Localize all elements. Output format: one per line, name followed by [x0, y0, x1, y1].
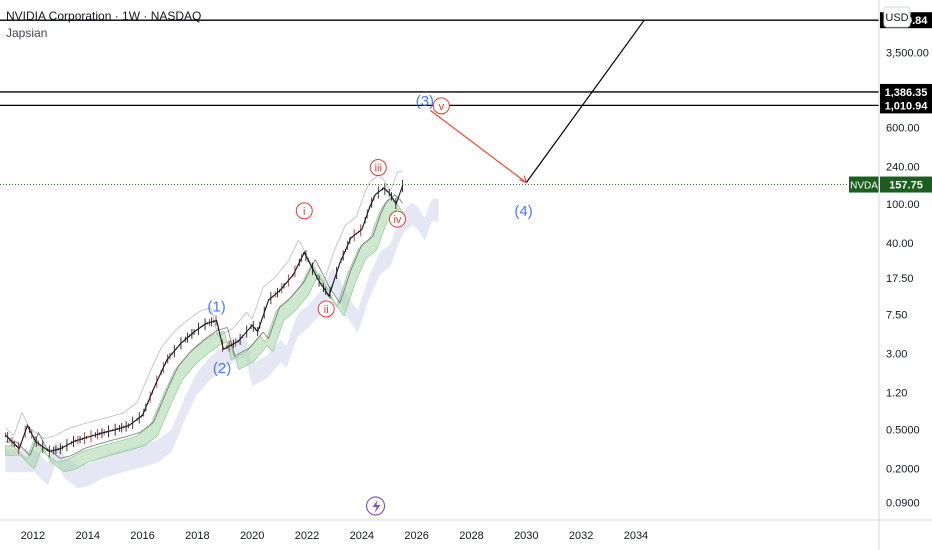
- x-tick-label: 2018: [185, 530, 209, 542]
- y-tick-label: 240.00: [886, 162, 920, 174]
- x-tick-label: 2012: [21, 530, 45, 542]
- candles: [5, 179, 403, 458]
- wave-label-minor: iv: [393, 214, 401, 226]
- currency-label: USD: [885, 12, 908, 24]
- indicator-line-fast: [5, 171, 403, 440]
- y-tick-label: 3.00: [886, 348, 907, 360]
- chart-title: NVIDIA Corporation · 1W · NASDAQ: [6, 9, 202, 23]
- wave-circle: [432, 97, 450, 115]
- x-tick-label: 2030: [514, 530, 538, 542]
- y-tick-label: 7.50: [886, 309, 907, 321]
- cloud-green: [5, 198, 403, 473]
- price-axis[interactable]: 7,469.841,386.351,010.94NVDA157.75USD3,5…: [849, 0, 932, 550]
- wave-label-major: (4): [514, 203, 532, 220]
- x-tick-label: 2022: [295, 530, 319, 542]
- x-tick-label: 2024: [350, 530, 374, 542]
- projection-line-1[interactable]: [430, 109, 527, 184]
- wave-label-minor: v: [439, 101, 445, 113]
- y-tick-label: 0.2000: [886, 464, 920, 476]
- lightning-icon: [372, 500, 381, 513]
- level-price-label: 1,386.35: [885, 87, 928, 99]
- x-tick-label: 2028: [459, 530, 483, 542]
- y-tick-label: 600.00: [886, 123, 920, 135]
- wave-label-minor: ii: [324, 304, 329, 316]
- x-tick-label: 2026: [404, 530, 428, 542]
- level-price-tag: [880, 97, 932, 114]
- y-tick-label: 100.00: [886, 199, 920, 211]
- wave-label-major: (2): [213, 360, 231, 377]
- x-tick-label: 2032: [569, 530, 593, 542]
- price-line: [5, 184, 404, 452]
- level-price-tag: [880, 83, 932, 100]
- projection-line-2[interactable]: [525, 19, 645, 183]
- current-price-value: 157.75: [889, 180, 923, 192]
- ticker-label: NVDA: [850, 181, 878, 192]
- y-tick-label: 17.50: [886, 273, 914, 285]
- indicator-line-slow: [5, 194, 403, 459]
- y-tick-label: 40.00: [886, 238, 914, 250]
- wave-label-minor: i: [303, 206, 305, 218]
- wave-circle: [295, 202, 313, 220]
- time-axis[interactable]: 2012 2014 2016 2018 2020 2022 2024 2026 2028 2030…: [0, 519, 932, 542]
- y-tick-label: 0.0900: [886, 498, 920, 510]
- current-price-tag: [880, 176, 932, 193]
- x-tick-label: 2020: [240, 530, 264, 542]
- projection-arrowhead: [519, 175, 527, 184]
- wave-label-major: (1): [207, 299, 225, 316]
- x-tick-label: 2016: [130, 530, 154, 542]
- currency-box[interactable]: [883, 6, 911, 28]
- wave-label-major: (3): [416, 93, 434, 110]
- y-tick-label: 3,500.00: [886, 47, 929, 59]
- wave-label-minor: iii: [375, 163, 382, 175]
- level-price-label: 1,010.94: [885, 100, 929, 112]
- wave-circle: [369, 159, 387, 177]
- y-tick-label: 0.5000: [886, 425, 920, 437]
- x-tick-label: 2014: [75, 530, 99, 542]
- chart-author: Japsian: [6, 26, 48, 40]
- wave-circle: [388, 210, 406, 228]
- wave-circle: [317, 300, 335, 318]
- x-tick-label: 2034: [624, 530, 648, 542]
- y-tick-label: 1.20: [886, 387, 907, 399]
- ticker-tag: [849, 176, 879, 193]
